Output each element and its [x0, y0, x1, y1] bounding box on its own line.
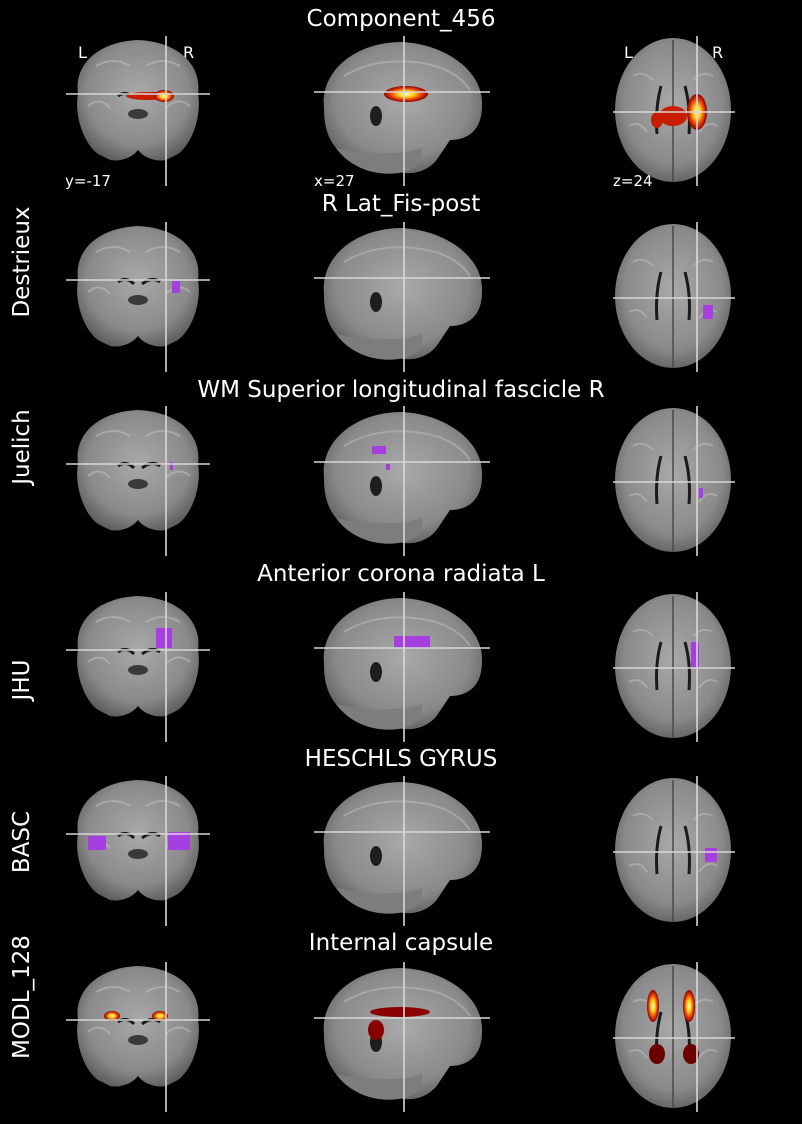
row-title-1: R Lat_Fis-post: [321, 191, 481, 217]
axial-brain-slice: [615, 964, 731, 1108]
coronal-coordinate: y=-17: [65, 172, 111, 190]
overlay-region: [705, 848, 717, 862]
slice-panel-sag-row-5: [314, 962, 490, 1112]
axial-right-label: R: [712, 43, 724, 62]
sagittal-brain-slice: [323, 968, 483, 1100]
slice-panel-cor-row-0: [66, 36, 210, 186]
coronal-left-label: L: [78, 43, 87, 62]
slice-panel-sag-row-3: [314, 592, 490, 742]
overlay-region: [154, 90, 174, 102]
overlay-region: [691, 642, 699, 668]
sagittal-brain-slice: [323, 412, 483, 544]
coronal-brain-slice: [77, 596, 199, 717]
coronal-brain-slice: [77, 410, 199, 531]
overlay-region: [156, 628, 172, 648]
slice-panel-ax-row-1: [613, 222, 735, 372]
slice-panel-sag-row-1: [314, 222, 490, 372]
overlay-region: [659, 106, 687, 126]
slice-panel-cor-row-5: [66, 962, 210, 1112]
slice-panel-ax-row-2: [613, 406, 735, 556]
overlay-region: [386, 464, 390, 470]
axial-brain-slice: [615, 778, 731, 922]
overlay-region: [649, 1044, 665, 1064]
overlay-region: [88, 836, 106, 850]
overlay-region: [394, 636, 430, 648]
coronal-brain-slice: [77, 966, 199, 1087]
row-label-destrieux: Destrieux: [9, 206, 35, 318]
row-title-4: HESCHLS GYRUS: [304, 746, 498, 772]
slice-panel-ax-row-4: [613, 776, 735, 926]
overlay-region: [699, 488, 703, 498]
row-label-juelich: Juelich: [9, 409, 35, 485]
row-title-3: Anterior corona radiata L: [257, 561, 545, 587]
axial-brain-slice: [615, 408, 731, 552]
overlay-region: [172, 281, 180, 293]
overlay-region: [683, 1044, 699, 1064]
row-title-2: WM Superior longitudinal fascicle R: [197, 377, 605, 403]
overlay-region: [647, 990, 659, 1022]
coronal-right-label: R: [183, 43, 195, 62]
slice-panel-ax-row-5: [613, 962, 735, 1112]
sagittal-coordinate: x=27: [314, 172, 355, 190]
slice-panel-cor-row-1: [66, 222, 210, 372]
row-label-modl: MODL_128: [9, 935, 35, 1059]
overlay-region: [703, 305, 713, 319]
overlay-region: [170, 462, 173, 470]
row-title-0: Component_456: [306, 6, 496, 32]
slice-panel-sag-row-2: [314, 406, 490, 556]
slice-panel-cor-row-2: [66, 406, 210, 556]
axial-brain-slice: [615, 224, 731, 368]
coronal-brain-slice: [77, 780, 199, 901]
row-label-basc: BASC: [9, 810, 35, 874]
overlay-region: [168, 832, 190, 850]
slice-panel-ax-row-0: [613, 36, 735, 186]
slice-panel-cor-row-4: [66, 776, 210, 926]
coronal-brain-slice: [77, 226, 199, 347]
row-title-5: Internal capsule: [308, 930, 494, 956]
slice-panel-sag-row-4: [314, 776, 490, 926]
overlay-region: [370, 1007, 430, 1017]
axial-brain-slice: [615, 594, 731, 738]
overlay-region: [152, 1011, 168, 1021]
slice-panel-sag-row-0: [314, 36, 490, 186]
overlay-region: [368, 1020, 384, 1040]
overlay-region: [104, 1011, 120, 1021]
overlay-region: [651, 112, 663, 128]
overlay-region: [683, 990, 695, 1022]
row-label-jhu: JHU: [9, 659, 35, 701]
axial-coordinate: z=24: [613, 172, 653, 190]
sagittal-brain-slice: [323, 228, 483, 360]
slice-panel-cor-row-3: [66, 592, 210, 742]
overlay-region: [372, 446, 386, 454]
sagittal-brain-slice: [323, 598, 483, 730]
coronal-brain-slice: [77, 40, 199, 161]
overlay-region: [384, 86, 428, 102]
sagittal-brain-slice: [323, 42, 483, 174]
sagittal-brain-slice: [323, 782, 483, 914]
slice-panel-ax-row-3: [613, 592, 735, 742]
axial-left-label: L: [624, 43, 633, 62]
